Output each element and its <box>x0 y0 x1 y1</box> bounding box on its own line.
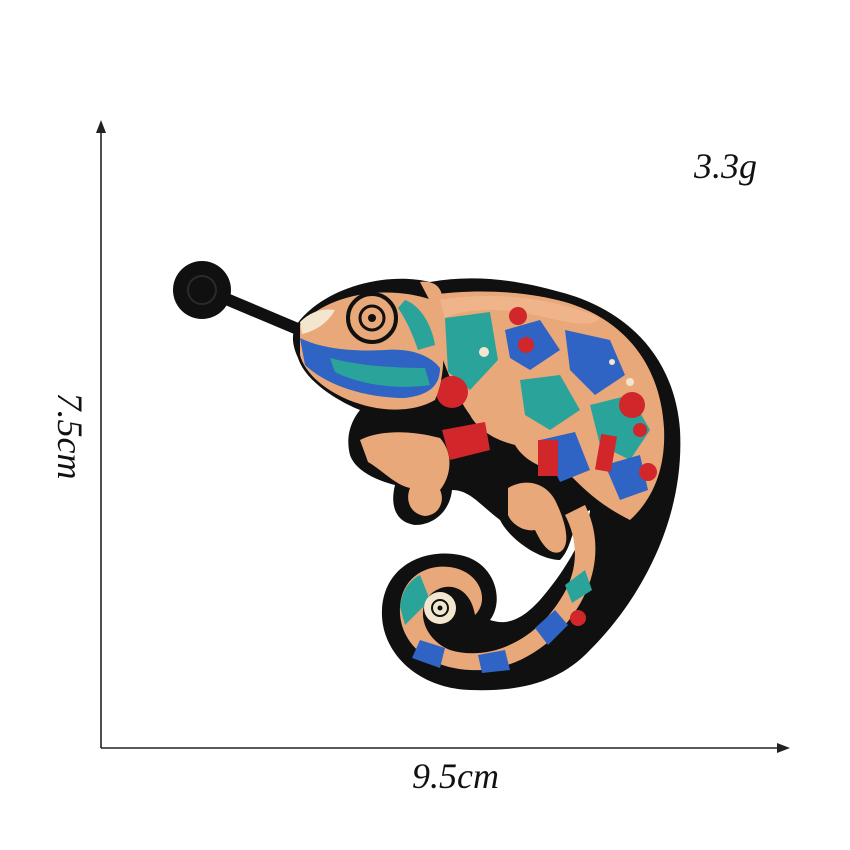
head <box>300 281 444 410</box>
tail <box>399 505 596 673</box>
front-leg <box>360 376 490 516</box>
height-label: 7.5cm <box>50 392 90 480</box>
width-arrow <box>101 743 790 753</box>
tongue <box>173 261 306 336</box>
height-arrow <box>96 120 106 748</box>
weight-label: 3.3g <box>694 146 757 186</box>
width-label: 9.5cm <box>412 756 499 796</box>
back-leg <box>508 482 567 553</box>
body <box>430 291 665 520</box>
